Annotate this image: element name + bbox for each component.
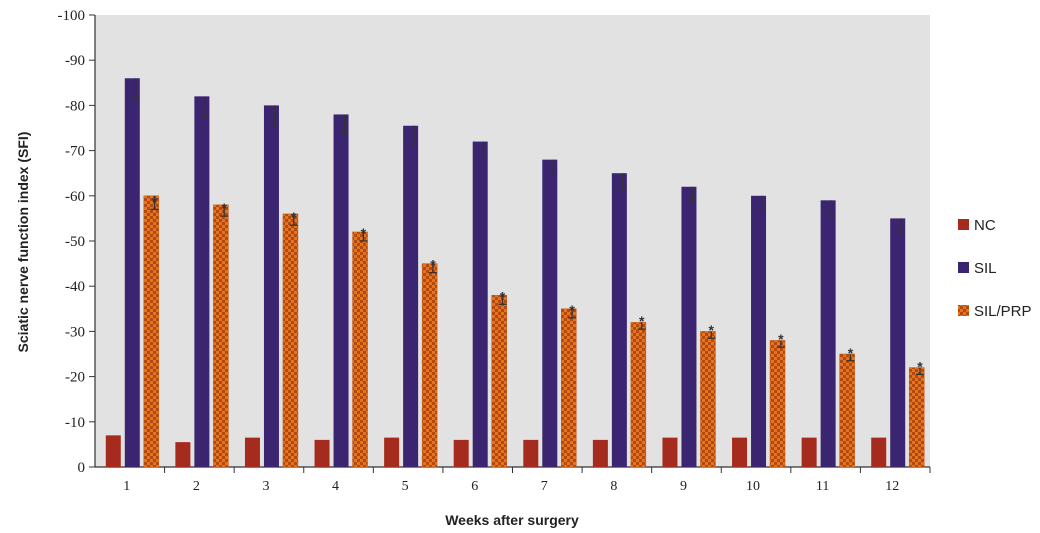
x-axis: 1 2 3 4 5 6 7 8 9 10 11 12 [95,466,931,494]
legend: NC SIL SIL/PRP [958,217,1032,320]
x-tick-label: 9 [680,479,687,494]
x-tick-label: 4 [332,479,339,494]
significance-marker: * [361,225,367,241]
bar-sil [611,173,627,467]
x-tick-label: 12 [885,479,899,494]
bar-sil-prp [839,353,855,468]
y-tick-label: -40 [65,279,85,295]
bar-nc [871,437,887,467]
bar-nc [732,437,748,467]
bar-nc [384,437,400,467]
significance-marker: * [500,288,506,304]
bar-nc [105,435,121,467]
bars: * * * * * * * * * * * * [105,78,925,468]
legend-swatch-sil [958,262,969,273]
significance-marker: * [848,345,854,361]
bar-sil-prp [282,213,299,468]
bar-sil [820,200,836,467]
bar-sil [124,78,140,467]
y-tick-label: -70 [65,144,85,160]
legend-label-nc: NC [974,217,996,234]
x-tick-label: 10 [746,479,760,494]
bar-sil [751,195,767,468]
bar-sil-prp [700,331,716,468]
y-tick-label: -60 [65,189,85,205]
bar-nc [523,439,539,467]
bar-sil [681,186,697,467]
bar-sil [542,159,558,467]
y-axis: 0 -10 -20 -30 -40 -50 -60 -70 -80 -90 -100 [58,8,96,476]
legend-label-sil: SIL [974,260,997,277]
bar-nc [175,442,191,467]
bar-sil-prp [352,231,368,468]
legend-swatch-nc [958,219,969,230]
x-tick-label: 5 [402,479,409,494]
bar-sil-prp [143,195,160,468]
y-tick-label: -80 [65,98,85,114]
x-tick-label: 2 [193,479,200,494]
x-tick-label: 7 [541,479,548,494]
significance-marker: * [430,257,436,273]
bar-nc [592,439,608,467]
bar-sil-prp [491,294,507,468]
significance-marker: * [917,358,923,374]
bar-nc [801,437,817,467]
y-tick-label: 0 [78,460,86,476]
bar-sil [333,114,349,467]
y-axis-title: Sciatic nerve function index (SFI) [15,132,31,353]
bar-sil-prp [561,308,577,468]
y-tick-label: -20 [65,370,85,386]
x-tick-label: 1 [123,479,130,494]
x-tick-label: 3 [262,479,269,494]
significance-marker: * [221,200,227,216]
legend-swatch-sil-prp [958,305,969,316]
x-tick-label: 6 [471,479,478,494]
bar-sil [472,141,488,467]
significance-marker: * [152,193,158,209]
bar-nc [453,439,469,467]
bar-sil [263,105,279,468]
plot-background [95,15,930,467]
x-tick-label: 8 [610,479,617,494]
y-tick-label: -30 [65,324,85,340]
bar-nc [314,439,330,467]
bar-nc [244,437,260,467]
y-tick-label: -100 [58,8,86,24]
bar-sil-prp [908,367,925,468]
bar-sil [890,218,906,467]
y-tick-label: -50 [65,234,85,250]
y-tick-label: -10 [65,415,85,431]
significance-marker: * [778,331,784,347]
significance-marker: * [709,322,715,338]
significance-marker: * [569,302,575,318]
bar-sil-prp [769,340,786,468]
significance-marker: * [291,209,297,225]
bar-sil-prp [421,263,438,468]
bar-sil-prp [213,204,229,468]
x-axis-title: Weeks after surgery [445,512,579,528]
bar-sil [194,96,210,468]
x-tick-label: 11 [816,479,829,494]
legend-label-sil-prp: SIL/PRP [974,303,1032,320]
y-tick-label: -90 [65,53,85,69]
significance-marker: * [639,313,645,329]
bar-sil [403,125,419,468]
bar-nc [662,437,678,467]
bar-sil-prp [630,322,647,468]
